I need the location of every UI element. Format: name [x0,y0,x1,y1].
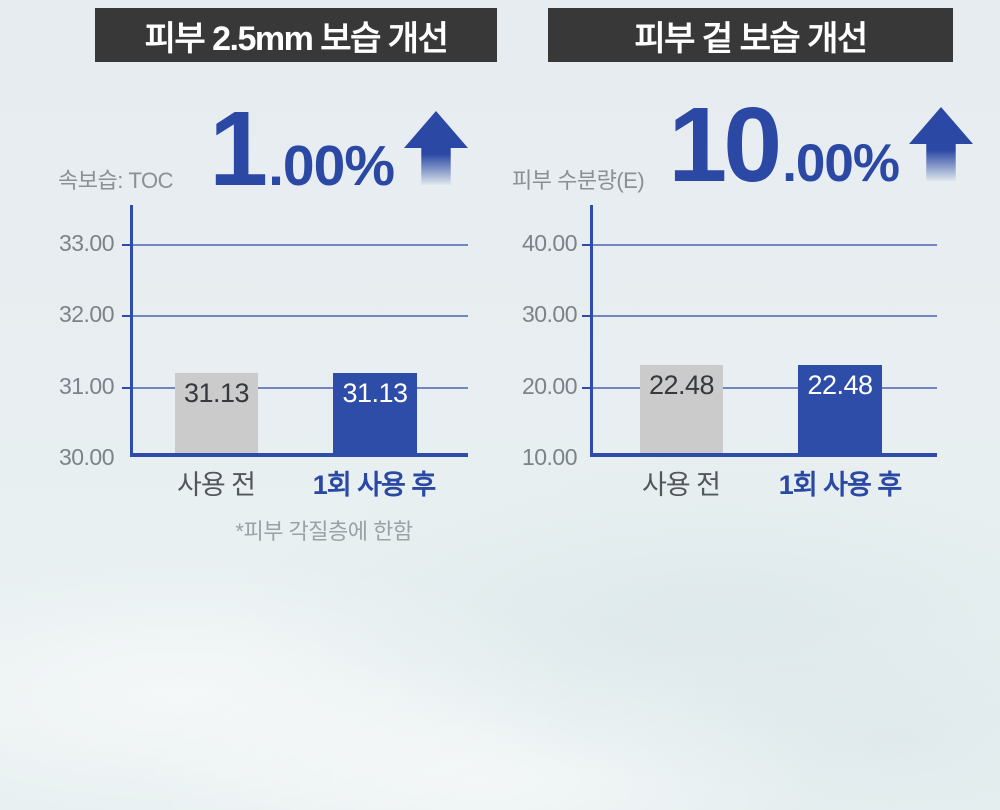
improvement-value-lead: 1 [209,90,268,208]
y-tick: 32.00 [58,301,115,327]
gridline [590,387,937,389]
bar-value-label: 22.48 [648,370,715,400]
y-tick: 40.00 [521,230,578,256]
y-tick: 31.00 [58,373,115,399]
x-axis-line [590,453,937,457]
x-axis-line [130,453,468,457]
bar-after-one-use: 31.13 [333,373,417,454]
x-label-after-one-use: 1회 사용 후 [312,470,436,500]
y-axis-line [130,205,133,457]
improvement-headline-inner: 1 .00% [175,90,468,208]
chart-title-inner-moisture: 피부 2.5mm 보습 개선 [95,8,497,62]
improvement-value-rest: .00% [782,134,900,193]
y-axis-label-surface: 피부 수분량(E) [512,168,645,193]
axis-tick-mark [582,387,590,389]
x-label-after-one-use: 1회 사용 후 [778,470,902,500]
gridline [130,244,468,246]
axis-tick-mark [122,244,130,246]
up-arrow-icon [909,107,973,181]
y-tick: 30.00 [521,301,578,327]
axis-tick-mark [582,244,590,246]
bar-before-use: 31.13 [175,373,258,454]
axis-tick-mark [122,387,130,389]
gridline [130,315,468,317]
bar-after-one-use: 22.48 [798,365,882,454]
improvement-value-rest: .00% [268,134,395,198]
y-tick: 33.00 [58,230,115,256]
bar-value-label: 31.13 [342,378,408,408]
bar-before-use: 22.48 [640,365,723,454]
y-tick: 30.00 [58,444,115,470]
chart-title-surface-moisture: 피부 겉 보습 개선 [548,8,953,62]
y-axis-line [590,205,593,457]
y-tick: 10.00 [521,444,578,470]
axis-tick-mark [582,315,590,317]
y-axis-label-inner: 속보습: TOC [58,168,174,193]
footnote: *피부 각질층에 한함 [235,519,413,544]
bar-chart-plot-inner: 31.13 31.13 [122,205,468,457]
x-label-before-use: 사용 전 [176,470,256,500]
improvement-headline-surface: 10 .00% [605,92,973,200]
bar-chart-plot-surface: 22.48 22.48 [582,205,937,457]
bar-value-label: 31.13 [183,378,250,408]
axis-tick-mark [122,315,130,317]
gridline [130,387,468,389]
gridline [590,244,937,246]
bar-value-label: 22.48 [807,370,873,400]
up-arrow-icon [404,111,468,185]
gridline [590,315,937,317]
x-label-before-use: 사용 전 [641,470,721,500]
y-tick: 20.00 [521,373,578,399]
improvement-value-lead: 10 [668,86,782,204]
